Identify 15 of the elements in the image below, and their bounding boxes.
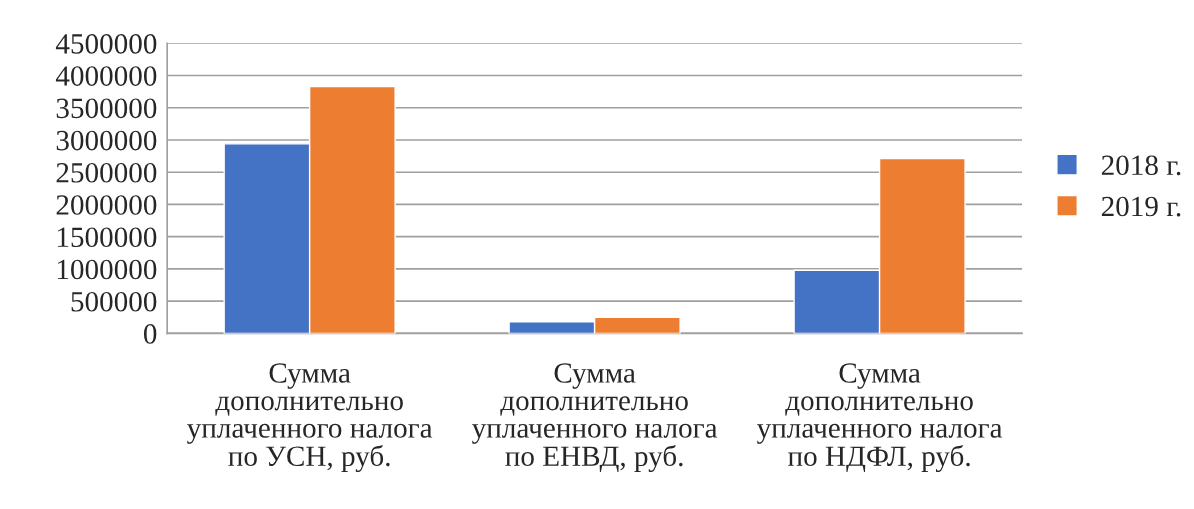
y-tick-label: 0 — [143, 324, 157, 344]
y-tick-label: 3000000 — [56, 130, 157, 151]
y-tick-label: 4500000 — [55, 33, 157, 54]
y-tick-label: 2500000 — [56, 162, 157, 183]
y-tick-label: 1500000 — [57, 227, 157, 248]
x-tick-label: Сумма дополнительно уплаченного налога по ЕНВД, руб. — [472, 363, 718, 473]
x-tick-label: Сумма дополнительно уплаченного налога по НДФЛ, руб. — [756, 363, 1003, 473]
y-tick-label: 3500000 — [56, 98, 157, 119]
y-tick-label: 4000000 — [55, 66, 157, 86]
y-tick-label: 1000000 — [57, 259, 157, 280]
legend-label: 2018 г. — [1101, 155, 1181, 176]
y-tick-label: 2000000 — [56, 195, 157, 215]
y-tick-label: 500000 — [71, 291, 157, 312]
legend-label: 2019 г. — [1101, 196, 1181, 217]
x-tick-label: Сумма дополнительно уплаченного налога по УСН, руб. — [187, 363, 433, 473]
